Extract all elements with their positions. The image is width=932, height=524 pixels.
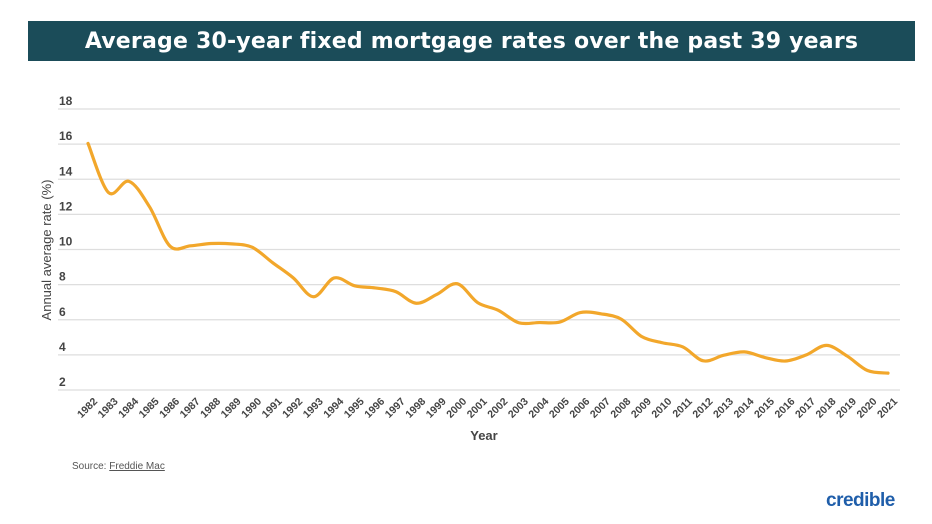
x-tick-label: 1992 [280, 395, 305, 420]
x-tick-label: 2019 [834, 395, 859, 420]
x-tick-label: 1982 [75, 395, 100, 420]
x-tick-label: 2013 [711, 395, 736, 420]
x-tick-label: 1996 [362, 395, 387, 420]
y-tick-label: 8 [59, 270, 66, 284]
x-tick-label: 1994 [321, 395, 346, 420]
y-axis-label: Annual average rate (%) [39, 180, 54, 321]
y-tick-label: 18 [59, 94, 73, 108]
chart-title: Average 30-year fixed mortgage rates ove… [84, 28, 859, 54]
x-tick-label: 1988 [198, 395, 223, 420]
x-tick-label: 2017 [793, 395, 818, 420]
x-tick-label: 1997 [383, 395, 408, 420]
x-tick-label: 2018 [814, 395, 839, 420]
x-tick-label: 2009 [629, 395, 654, 420]
gridlines [58, 108, 900, 391]
y-tick-label: 4 [59, 340, 66, 354]
source-label: Source: [72, 461, 107, 472]
x-tick-label: 2012 [690, 395, 715, 420]
x-tick-label: 2015 [752, 395, 777, 420]
x-tick-label: 2011 [670, 395, 695, 420]
x-tick-label: 2014 [731, 395, 756, 420]
x-tick-label: 2005 [547, 395, 572, 420]
x-tick-label: 2020 [855, 395, 880, 420]
x-tick-labels: 1982198319841985198619871988198919901991… [75, 395, 900, 420]
y-tick-labels: 2 4 6 8 10 12 14 16 18 [59, 94, 73, 389]
credible-logo: credible [826, 490, 895, 511]
x-tick-label: 2016 [772, 395, 797, 420]
x-tick-label: 2004 [526, 395, 551, 420]
x-tick-label: 2008 [608, 395, 633, 420]
x-tick-label: 2021 [875, 395, 900, 420]
y-tick-label: 16 [59, 129, 73, 143]
source-note: Source: Freddie Mac [72, 461, 165, 472]
source-link[interactable]: Freddie Mac [109, 461, 165, 472]
series-line [86, 141, 890, 375]
x-axis-label: Year [470, 428, 497, 443]
x-tick-label: 1987 [178, 395, 203, 420]
x-tick-label: 1993 [301, 395, 326, 420]
x-tick-label: 1983 [96, 395, 121, 420]
x-tick-label: 1986 [157, 395, 182, 420]
chart-title-banner: Average 30-year fixed mortgage rates ove… [28, 21, 915, 61]
x-tick-label: 2002 [485, 395, 510, 420]
y-tick-label: 14 [59, 164, 73, 178]
y-tick-label: 12 [59, 199, 73, 213]
x-tick-label: 1985 [137, 395, 162, 420]
x-tick-label: 2010 [649, 395, 674, 420]
x-tick-label: 1998 [403, 395, 428, 420]
x-tick-label: 1984 [116, 395, 141, 420]
x-tick-label: 2001 [465, 395, 490, 420]
y-tick-label: 6 [59, 305, 66, 319]
x-tick-label: 1999 [424, 395, 449, 420]
x-tick-label: 1995 [342, 395, 367, 420]
x-tick-label: 2000 [444, 395, 469, 420]
y-tick-label: 2 [59, 375, 66, 389]
x-tick-label: 1989 [219, 395, 244, 420]
x-tick-label: 1991 [260, 395, 285, 420]
x-tick-label: 2006 [567, 395, 592, 420]
x-tick-label: 2007 [588, 395, 613, 420]
x-tick-label: 1990 [239, 395, 264, 420]
x-tick-label: 2003 [506, 395, 531, 420]
y-tick-label: 10 [59, 235, 73, 249]
